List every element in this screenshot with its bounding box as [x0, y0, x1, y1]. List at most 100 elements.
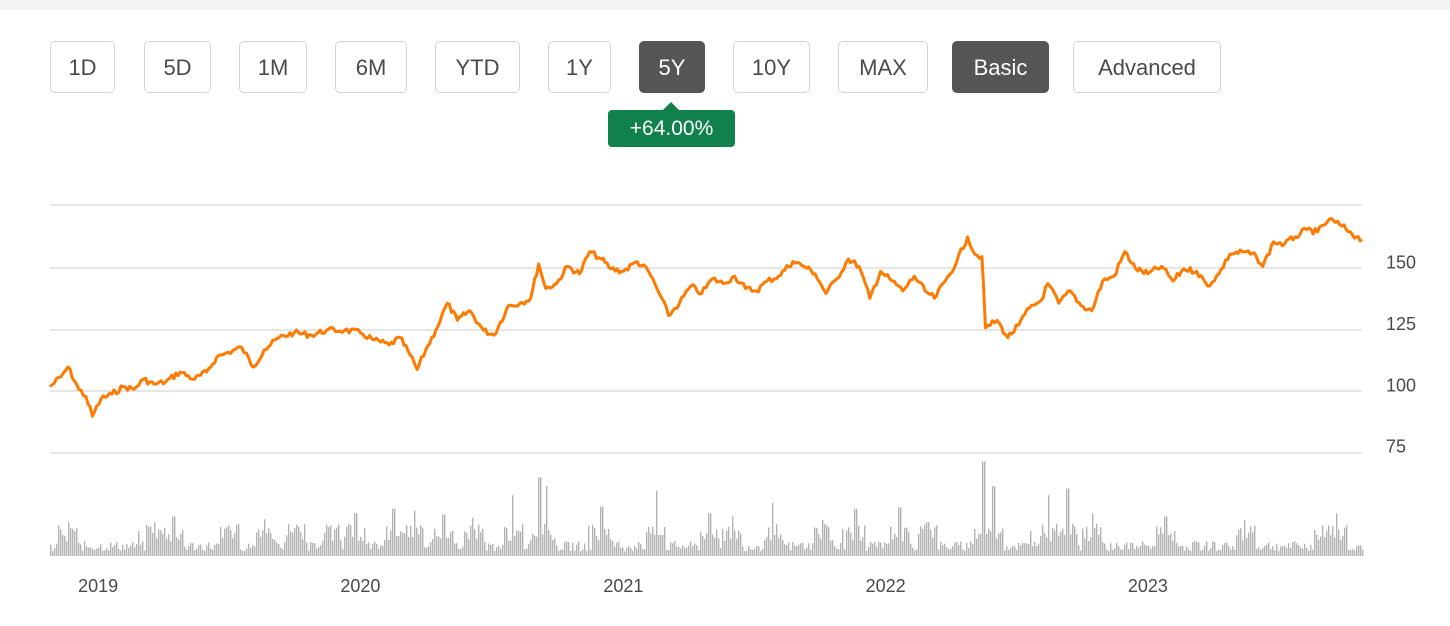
range-button-1m[interactable]: 1M: [239, 41, 307, 93]
basic-view-button[interactable]: Basic: [952, 41, 1049, 93]
volume-bar: [384, 539, 386, 556]
volume-bar: [1096, 523, 1098, 556]
volume-bar: [242, 551, 244, 556]
volume-bar: [140, 544, 142, 556]
volume-bar: [530, 539, 532, 556]
volume-bar: [368, 542, 370, 556]
volume-bar: [1318, 539, 1320, 556]
volume-bar: [1152, 545, 1154, 556]
volume-bar: [1338, 529, 1340, 556]
volume-bar: [264, 519, 266, 556]
volume-bar: [718, 538, 720, 556]
volume-bar: [926, 522, 928, 556]
volume-bar: [1018, 542, 1020, 556]
volume-bar: [894, 533, 896, 556]
volume-bar: [1296, 543, 1298, 556]
volume-bar: [1342, 535, 1344, 556]
volume-bar: [330, 525, 332, 556]
volume-bar: [598, 540, 600, 556]
range-button-max[interactable]: MAX: [838, 41, 928, 93]
volume-bar: [498, 545, 500, 556]
volume-bar: [1216, 551, 1218, 556]
volume-bar: [116, 542, 118, 556]
range-button-1d[interactable]: 1D: [50, 41, 115, 93]
volume-bar: [594, 528, 596, 556]
volume-bar: [188, 546, 190, 556]
volume-bar: [454, 543, 456, 556]
volume-bar: [662, 534, 664, 556]
volume-bar: [232, 538, 234, 556]
volume-bar: [514, 536, 516, 556]
volume-bar: [710, 513, 712, 556]
volume-bar: [358, 540, 360, 556]
volume-bar: [620, 547, 622, 556]
volume-bar: [550, 535, 552, 556]
volume-bar: [1324, 537, 1326, 556]
volume-bar: [842, 528, 844, 556]
volume-bar: [1204, 545, 1206, 556]
volume-bar: [150, 526, 152, 556]
volume-bar: [1226, 542, 1228, 556]
volume-bar: [688, 545, 690, 556]
range-button-10y[interactable]: 10Y: [733, 41, 810, 93]
volume-bar: [886, 543, 888, 556]
volume-bar: [1072, 523, 1074, 556]
volume-bar: [852, 539, 854, 556]
volume-bar: [1174, 530, 1176, 556]
volume-bar: [1208, 550, 1210, 556]
volume-bar: [318, 546, 320, 556]
volume-bar: [790, 550, 792, 556]
volume-bar: [676, 546, 678, 556]
volume-bar: [1124, 544, 1126, 556]
volume-bar: [452, 530, 454, 556]
volume-bar: [248, 543, 250, 556]
volume-bar: [1330, 535, 1332, 556]
volume-bar: [1122, 549, 1124, 556]
volume-bar: [228, 525, 230, 556]
volume-bar: [322, 540, 324, 556]
volume-bar: [176, 537, 178, 556]
range-button-5y[interactable]: 5Y: [639, 41, 705, 93]
volume-bar: [786, 545, 788, 556]
volume-bar: [316, 548, 318, 556]
volume-bar: [756, 546, 758, 556]
y-tick-label: 150: [1386, 253, 1416, 273]
volume-bar: [80, 544, 82, 556]
range-button-ytd[interactable]: YTD: [435, 41, 520, 93]
range-button-5d[interactable]: 5D: [144, 41, 211, 93]
range-button-1y[interactable]: 1Y: [548, 41, 611, 93]
range-button-6m[interactable]: 6M: [335, 41, 407, 93]
volume-bar: [86, 546, 88, 556]
volume-bar: [690, 541, 692, 556]
volume-bar: [622, 547, 624, 556]
volume-bar: [1232, 546, 1234, 556]
volume-bar: [1036, 546, 1038, 556]
volume-bar: [380, 545, 382, 556]
volume-bar: [854, 508, 856, 556]
volume-bar: [1270, 549, 1272, 556]
volume-bar: [1276, 543, 1278, 556]
volume-bar: [148, 527, 150, 556]
volume-bar: [570, 551, 572, 556]
volume-bar: [294, 528, 296, 556]
volume-bar: [990, 531, 992, 556]
volume-bar: [478, 524, 480, 556]
volume-bar: [1198, 542, 1200, 556]
volume-bar: [326, 524, 328, 556]
volume-bar: [410, 525, 412, 556]
volume-bar: [1230, 549, 1232, 556]
volume-bar: [1322, 525, 1324, 556]
volume-bar: [312, 542, 314, 556]
advanced-view-button[interactable]: Advanced: [1073, 41, 1221, 93]
volume-bar: [1028, 544, 1030, 556]
volume-bar: [408, 536, 410, 556]
volume-bar: [1250, 526, 1252, 556]
volume-bar: [1060, 531, 1062, 556]
volume-bar: [62, 535, 64, 556]
volume-bar: [996, 538, 998, 556]
volume-bar: [722, 528, 724, 556]
volume-bar: [246, 548, 248, 556]
volume-bar: [1024, 543, 1026, 556]
volume-bar: [1044, 533, 1046, 556]
volume-bar: [942, 544, 944, 556]
